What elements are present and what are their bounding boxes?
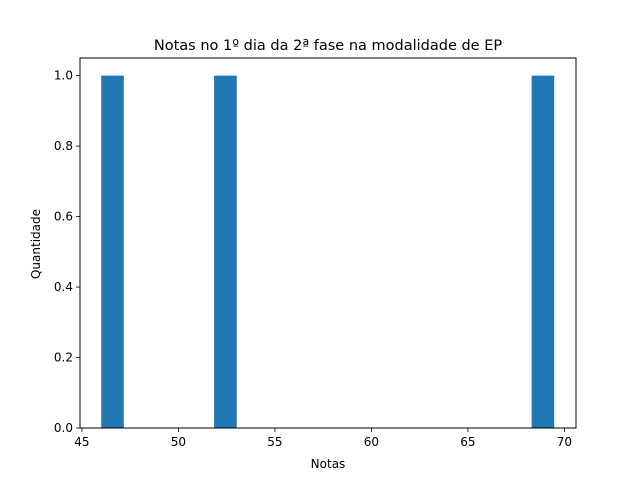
y-tick-label: 0.0: [54, 421, 73, 435]
histogram-bar-3: [531, 75, 555, 428]
y-tick-label: 1.0: [54, 69, 73, 83]
x-tick-label: 45: [74, 435, 89, 449]
y-tick-label: 0.8: [54, 139, 73, 153]
histogram-bar-2: [214, 75, 237, 428]
y-axis-ticks: 0.0 0.2 0.4 0.6 0.8 1.0: [54, 69, 80, 435]
x-tick-label: 50: [171, 435, 186, 449]
x-tick-label: 65: [460, 435, 475, 449]
y-tick-label: 0.6: [54, 210, 73, 224]
y-tick-label: 0.4: [54, 280, 73, 294]
x-axis-ticks: 45 50 55 60 65 70: [74, 428, 572, 449]
x-axis-label: Notas: [311, 457, 346, 471]
x-tick-label: 60: [364, 435, 379, 449]
bars-group: [101, 75, 555, 428]
histogram-bar-1: [101, 75, 124, 428]
chart-title: Notas no 1º dia da 2ª fase na modalidade…: [154, 38, 503, 54]
x-tick-label: 70: [557, 435, 572, 449]
y-tick-label: 0.2: [54, 351, 73, 365]
y-axis-label: Quantidade: [29, 209, 43, 279]
x-tick-label: 55: [267, 435, 282, 449]
plot-frame: [79, 57, 577, 429]
